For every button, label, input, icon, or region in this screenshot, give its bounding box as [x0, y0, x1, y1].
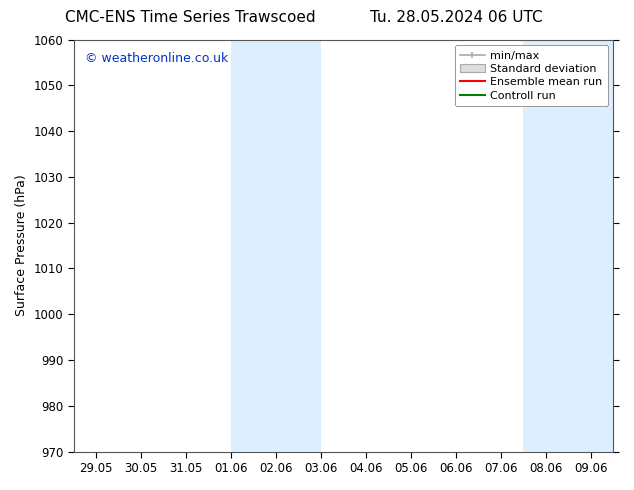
Bar — [524, 40, 614, 452]
Y-axis label: Surface Pressure (hPa): Surface Pressure (hPa) — [15, 175, 28, 317]
Text: © weatheronline.co.uk: © weatheronline.co.uk — [84, 52, 228, 65]
Legend: min/max, Standard deviation, Ensemble mean run, Controll run: min/max, Standard deviation, Ensemble me… — [455, 45, 608, 106]
Text: CMC-ENS Time Series Trawscoed: CMC-ENS Time Series Trawscoed — [65, 10, 316, 25]
Bar — [231, 40, 321, 452]
Text: Tu. 28.05.2024 06 UTC: Tu. 28.05.2024 06 UTC — [370, 10, 543, 25]
